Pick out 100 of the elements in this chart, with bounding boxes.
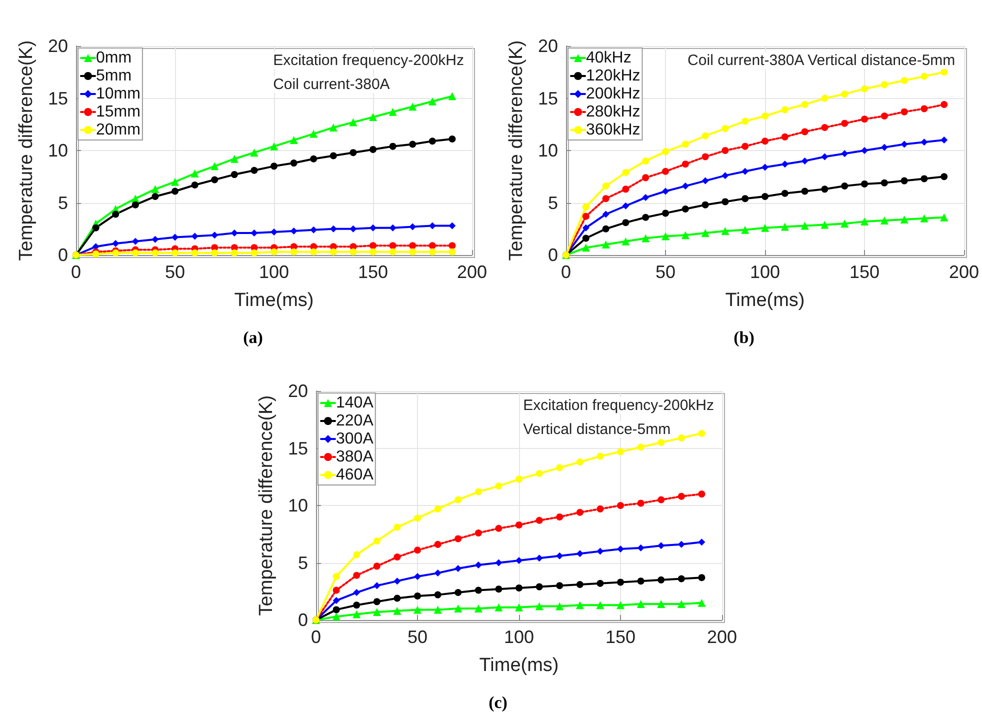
point bbox=[448, 242, 456, 250]
point bbox=[682, 206, 689, 213]
point bbox=[428, 222, 436, 230]
point bbox=[172, 249, 178, 256]
point bbox=[389, 224, 396, 232]
point bbox=[637, 544, 644, 552]
y-tick-label: 0 bbox=[58, 245, 68, 265]
point bbox=[576, 458, 584, 466]
point bbox=[702, 153, 709, 160]
point bbox=[474, 488, 482, 496]
point bbox=[781, 133, 788, 140]
point bbox=[454, 535, 462, 542]
y-axis-title: Temperature difference(K) bbox=[506, 40, 527, 261]
point bbox=[92, 224, 100, 232]
point bbox=[576, 550, 584, 558]
point bbox=[394, 578, 401, 585]
point bbox=[250, 148, 258, 157]
point bbox=[172, 188, 178, 195]
y-tick-label: 20 bbox=[538, 36, 558, 56]
point bbox=[332, 572, 340, 580]
point bbox=[900, 177, 908, 184]
point bbox=[373, 537, 380, 544]
x-tick-label: 50 bbox=[655, 262, 676, 282]
point bbox=[230, 154, 238, 163]
point bbox=[310, 130, 318, 138]
point bbox=[414, 514, 421, 522]
point bbox=[353, 572, 360, 579]
point bbox=[250, 230, 258, 237]
point bbox=[761, 224, 769, 232]
y-tick-label: 10 bbox=[538, 140, 558, 160]
x-tick-label: 200 bbox=[706, 627, 738, 647]
x-tick-label: 100 bbox=[750, 262, 780, 282]
point bbox=[516, 556, 522, 564]
point bbox=[389, 242, 396, 250]
point bbox=[372, 608, 381, 616]
point bbox=[920, 175, 928, 182]
text: (b) bbox=[734, 328, 754, 347]
point bbox=[662, 148, 669, 156]
point bbox=[677, 600, 686, 608]
legend-label: 0mm bbox=[96, 50, 132, 66]
point bbox=[536, 554, 543, 562]
point bbox=[622, 186, 630, 193]
point bbox=[940, 136, 948, 144]
point bbox=[454, 589, 462, 596]
point bbox=[722, 198, 729, 206]
point bbox=[132, 238, 139, 245]
point bbox=[349, 118, 358, 126]
point bbox=[369, 113, 377, 122]
point bbox=[370, 146, 376, 153]
point bbox=[900, 215, 908, 224]
point bbox=[576, 601, 584, 610]
point bbox=[434, 606, 442, 614]
point bbox=[330, 152, 337, 160]
point bbox=[370, 242, 376, 250]
point bbox=[428, 138, 436, 145]
point bbox=[329, 124, 338, 132]
y-tick-label: 10 bbox=[288, 496, 308, 516]
point bbox=[701, 229, 710, 238]
point bbox=[112, 240, 120, 248]
point bbox=[310, 155, 318, 162]
point bbox=[861, 85, 868, 92]
point bbox=[409, 223, 416, 230]
point bbox=[880, 81, 888, 88]
point bbox=[596, 601, 604, 610]
point bbox=[370, 248, 376, 256]
point bbox=[722, 147, 729, 154]
point bbox=[270, 142, 278, 150]
point bbox=[474, 562, 482, 569]
point bbox=[576, 581, 584, 588]
point bbox=[920, 105, 928, 112]
point bbox=[721, 226, 730, 235]
point bbox=[742, 168, 749, 175]
point bbox=[662, 188, 669, 195]
point bbox=[617, 502, 624, 509]
y-tick-label: 10 bbox=[48, 140, 68, 160]
point bbox=[414, 572, 421, 580]
point bbox=[781, 106, 788, 114]
point bbox=[780, 222, 789, 231]
point bbox=[861, 147, 868, 154]
point bbox=[474, 529, 482, 536]
point bbox=[191, 249, 198, 256]
point bbox=[434, 505, 442, 512]
point bbox=[762, 192, 768, 200]
point bbox=[434, 540, 442, 548]
x-tick-label: 100 bbox=[504, 627, 534, 647]
point bbox=[617, 578, 624, 586]
annotation: Coil current-380A bbox=[273, 76, 390, 93]
point bbox=[448, 222, 456, 230]
point bbox=[762, 112, 768, 120]
point bbox=[762, 138, 768, 145]
point bbox=[821, 186, 828, 193]
point bbox=[556, 552, 564, 560]
point bbox=[602, 225, 610, 232]
point bbox=[642, 214, 650, 221]
point bbox=[434, 570, 442, 577]
legend-label: 220A bbox=[336, 412, 374, 430]
point bbox=[516, 476, 522, 483]
y-tick-label: 20 bbox=[48, 36, 68, 56]
point bbox=[290, 248, 298, 256]
point bbox=[290, 227, 298, 234]
